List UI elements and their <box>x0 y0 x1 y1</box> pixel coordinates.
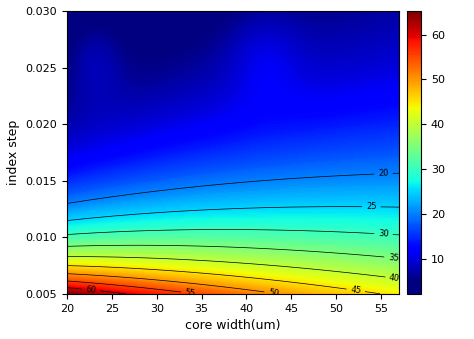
Text: 45: 45 <box>350 285 362 296</box>
Text: 55: 55 <box>184 288 196 298</box>
Text: 25: 25 <box>366 202 376 211</box>
Text: 40: 40 <box>389 273 401 283</box>
X-axis label: core width(um): core width(um) <box>185 319 281 332</box>
Text: 35: 35 <box>388 253 399 263</box>
Text: 20: 20 <box>378 169 389 178</box>
Text: 60: 60 <box>86 285 97 295</box>
Text: 50: 50 <box>268 288 279 298</box>
Y-axis label: index step: index step <box>7 120 20 185</box>
Text: 30: 30 <box>378 229 389 239</box>
